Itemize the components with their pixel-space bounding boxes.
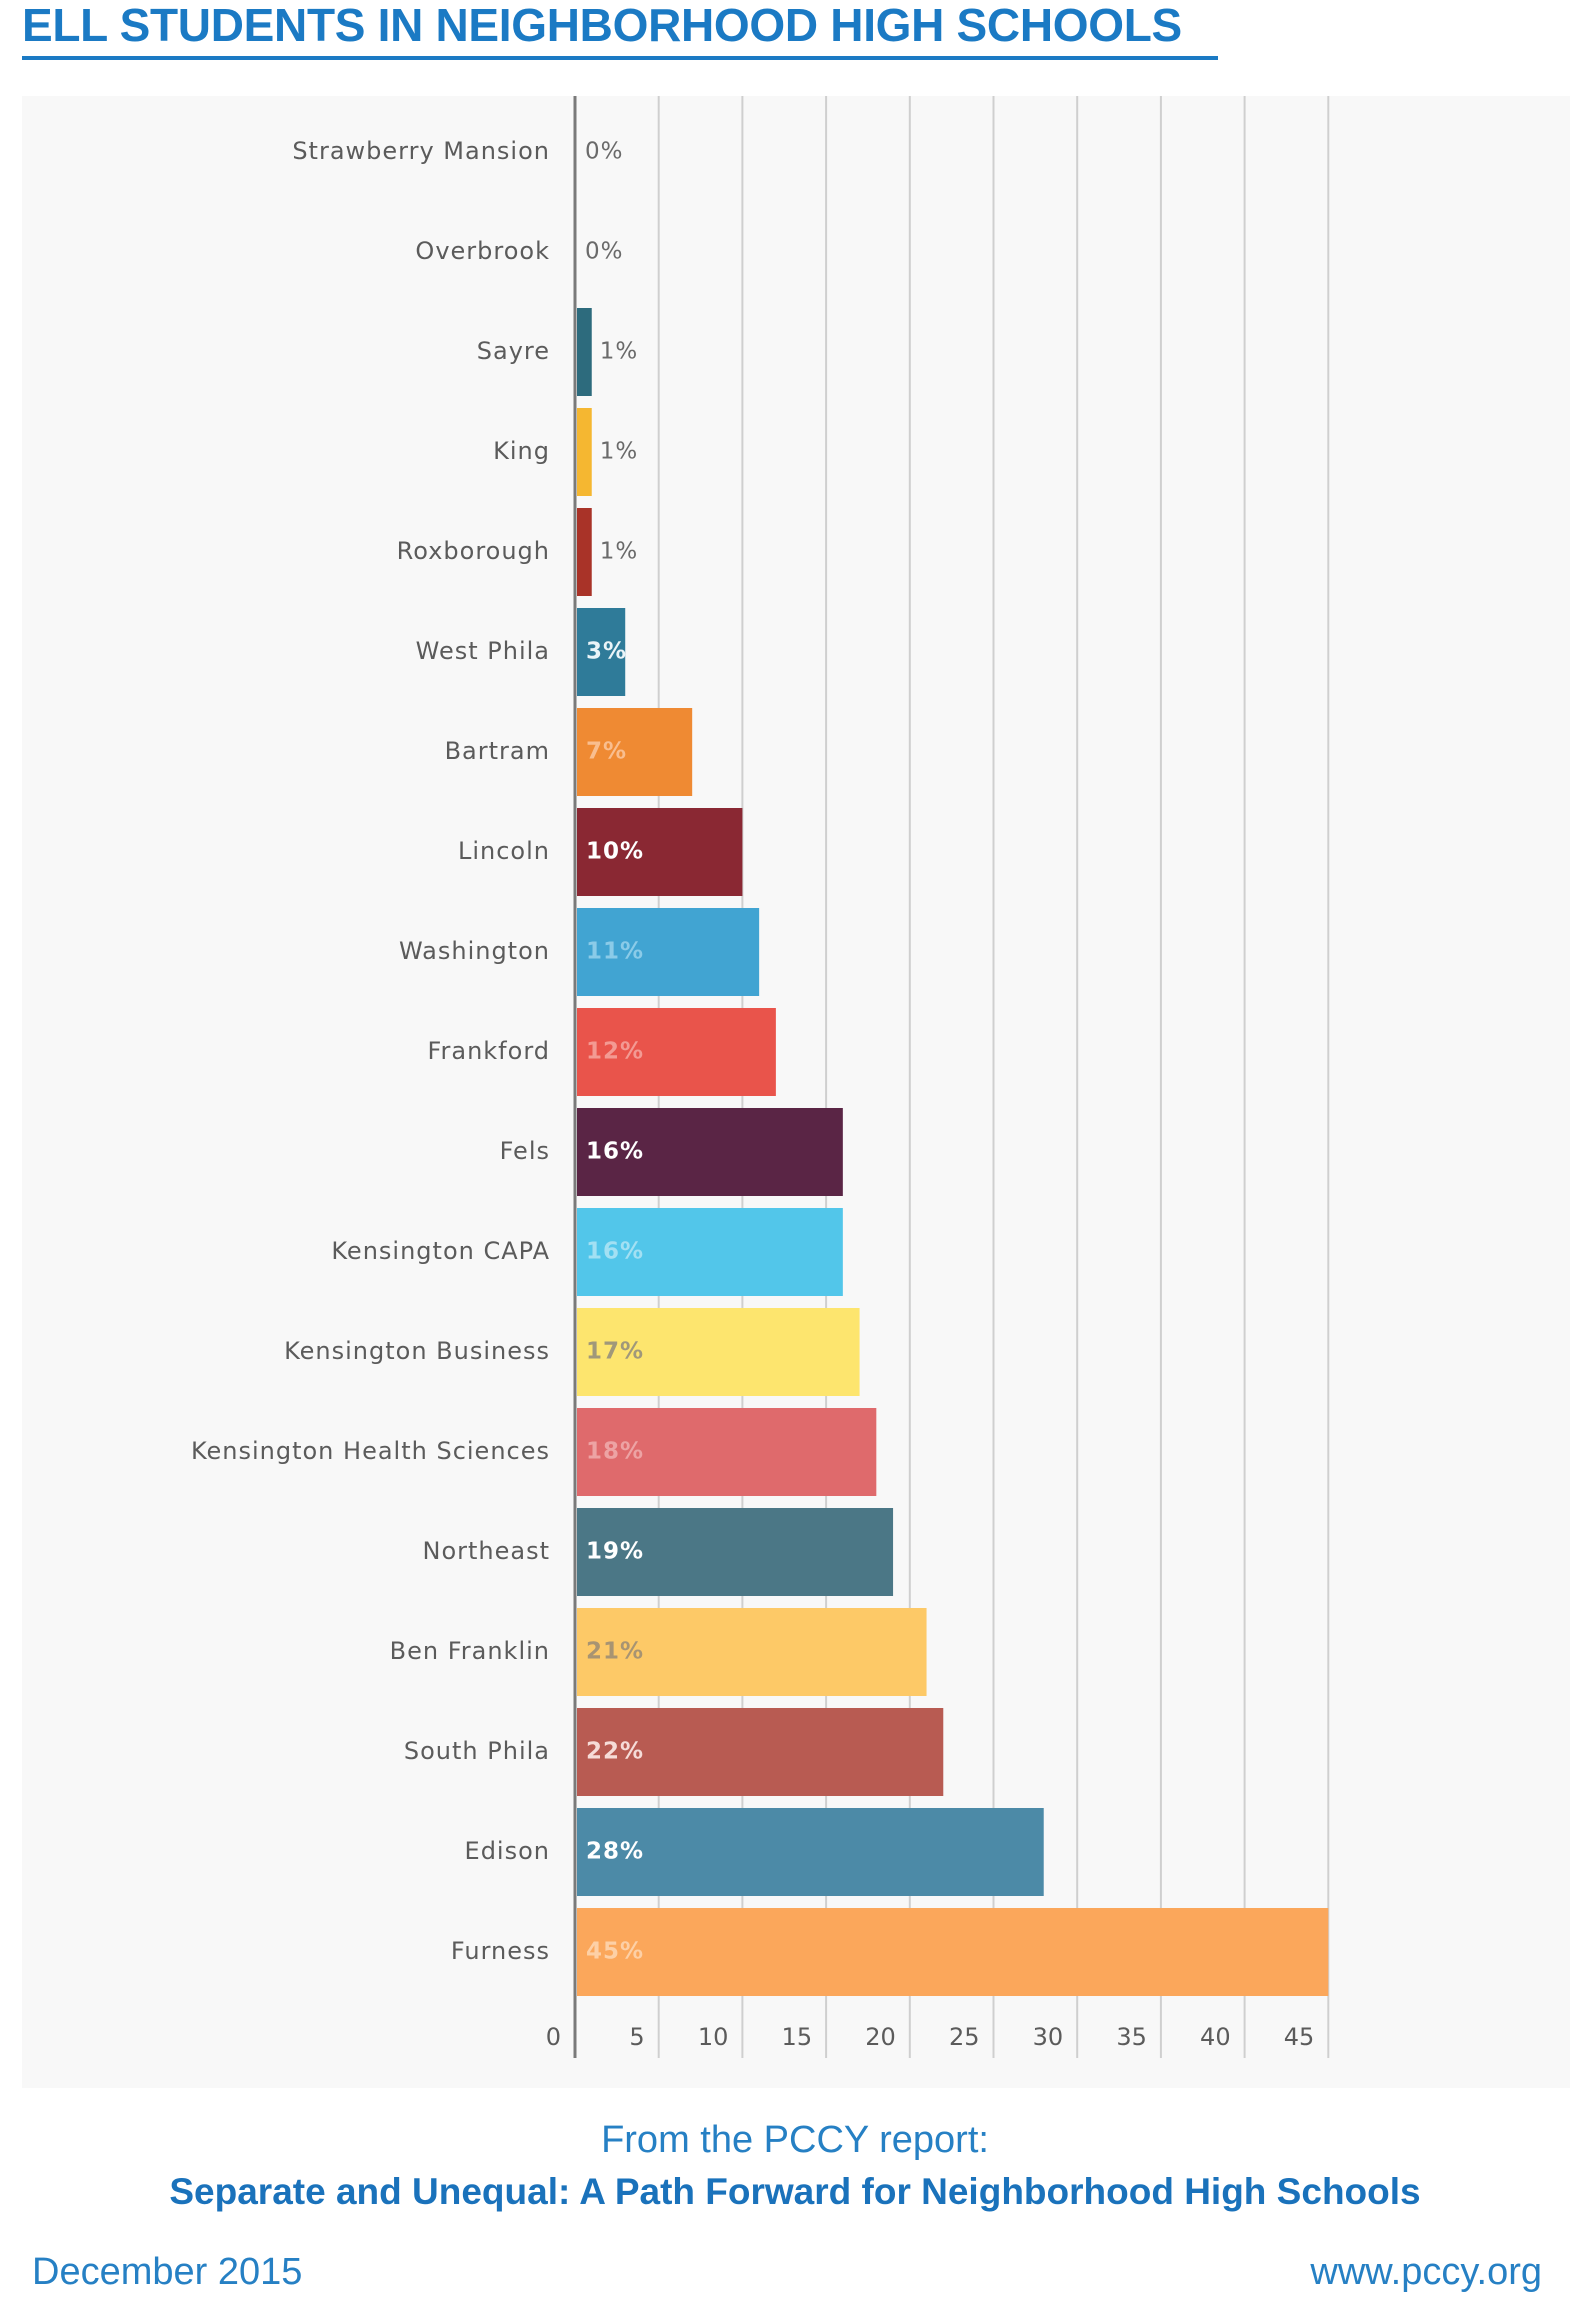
category-label: South Phila	[404, 1737, 550, 1765]
category-label: Roxborough	[397, 537, 550, 565]
bar	[577, 1908, 1329, 1996]
bar-value-label: 45%	[586, 1939, 644, 1965]
bar	[577, 808, 743, 896]
x-tick-label: 5	[629, 2023, 644, 2051]
bar	[577, 1108, 843, 1196]
bar-value-label: 21%	[586, 1639, 644, 1665]
category-label: Kensington Health Sciences	[191, 1437, 550, 1465]
category-label: Fels	[500, 1137, 550, 1165]
bar-value-label: 28%	[586, 1839, 644, 1865]
x-tick-label: 40	[1200, 2023, 1231, 2051]
bar-value-label: 3%	[586, 639, 627, 665]
source-intro: From the PCCY report:	[601, 2119, 989, 2161]
website-url: www.pccy.org	[1310, 2251, 1542, 2293]
category-label: King	[493, 437, 550, 465]
bar	[577, 1808, 1044, 1896]
bar-value-label: 10%	[586, 839, 644, 865]
category-label: Lincoln	[458, 837, 550, 865]
bar-value-label: 16%	[586, 1239, 644, 1265]
category-label: Bartram	[445, 737, 550, 765]
x-tick-label: 35	[1116, 2023, 1147, 2051]
category-label: Strawberry Mansion	[292, 137, 550, 165]
bar	[577, 1308, 860, 1396]
bar	[577, 708, 693, 796]
x-tick-label: 15	[782, 2023, 813, 2051]
bar-value-label: 1%	[600, 339, 639, 365]
bar-value-label: 18%	[586, 1439, 644, 1465]
category-label: West Phila	[416, 637, 550, 665]
x-tick-label: 10	[698, 2023, 729, 2051]
bar-chart: 0 5 10 15 20 25 30 35 40 45 Strawberry Mansion 0% Ov…	[22, 96, 1570, 2088]
bar-value-label: 22%	[586, 1739, 644, 1765]
bar	[577, 408, 592, 496]
x-tick-label: 25	[949, 2023, 980, 2051]
bar	[577, 1408, 877, 1496]
publication-date: December 2015	[32, 2251, 303, 2293]
bar	[577, 1208, 843, 1296]
category-label: Furness	[451, 1937, 550, 1965]
page-title: ELL STUDENTS IN NEIGHBORHOOD HIGH SCHOOL…	[22, 0, 1182, 51]
bar	[577, 508, 592, 596]
report-title: Separate and Unequal: A Path Forward for…	[169, 2171, 1421, 2212]
category-label: Frankford	[427, 1037, 550, 1065]
x-tick-label: 45	[1284, 2023, 1315, 2051]
bar-value-label: 17%	[586, 1339, 644, 1365]
x-tick-label: 20	[865, 2023, 896, 2051]
bar	[577, 1008, 776, 1096]
category-label: Kensington CAPA	[331, 1237, 550, 1265]
category-label: Northeast	[422, 1537, 550, 1565]
bar-value-label: 16%	[586, 1139, 644, 1165]
bar	[577, 908, 760, 996]
bar-value-label: 7%	[586, 739, 627, 765]
bar-value-label: 0%	[585, 139, 624, 165]
bar	[577, 308, 592, 396]
bar-value-label: 19%	[586, 1539, 644, 1565]
category-label: Ben Franklin	[390, 1637, 550, 1665]
bar-value-label: 12%	[586, 1039, 644, 1065]
category-label: Overbrook	[415, 237, 550, 265]
bar-value-label: 11%	[586, 939, 644, 965]
category-label: Sayre	[477, 337, 550, 365]
bar-value-label: 1%	[600, 539, 639, 565]
category-label: Washington	[399, 937, 550, 965]
title-underline	[22, 56, 1218, 60]
bar-value-label: 1%	[600, 439, 639, 465]
bar	[577, 1608, 927, 1696]
bar	[577, 1508, 894, 1596]
x-tick-label: 0	[546, 2023, 561, 2051]
category-label: Edison	[465, 1837, 550, 1865]
bar-value-label: 0%	[585, 239, 624, 265]
bar	[577, 1708, 944, 1796]
x-tick-label: 30	[1033, 2023, 1064, 2051]
category-label: Kensington Business	[284, 1337, 550, 1365]
bar	[577, 608, 626, 696]
